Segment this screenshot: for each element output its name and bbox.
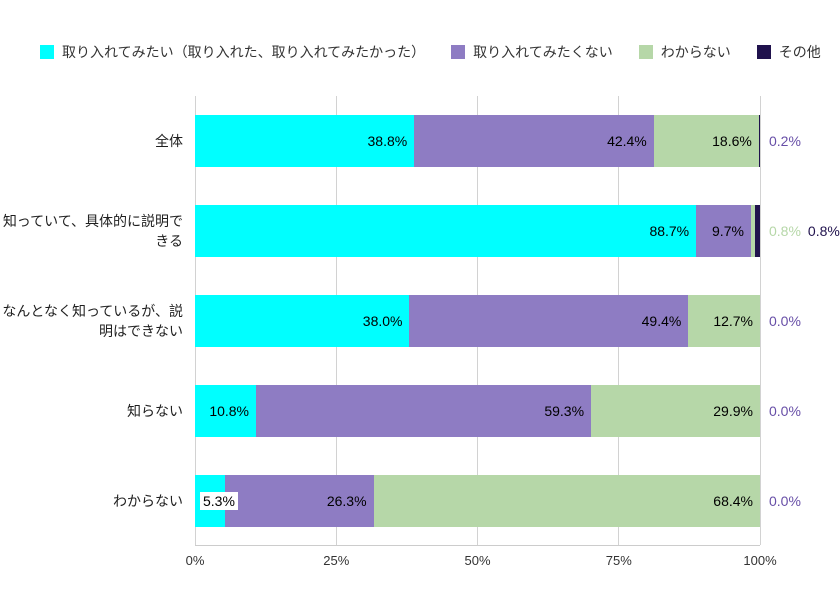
bar-segment (755, 205, 760, 257)
legend-label: その他 (778, 44, 821, 60)
legend-item: その他 (756, 42, 821, 62)
plot-area: 全体 38.8% 42.4% 18.6% 0.2% 知っていて、具体的に説明できる 88.7… (0, 96, 840, 546)
bar-value-label: 9.7% (712, 223, 744, 239)
bar-track: 10.8% 59.3% 29.9% (195, 385, 760, 437)
legend-swatch-icon (638, 45, 653, 59)
bar-value-label: 68.4% (713, 493, 753, 509)
bar-segment (750, 205, 756, 257)
bar-value-label: 38.8% (367, 133, 408, 149)
legend: 取り入れてみたい（取り入れた、取り入れてみたかった） 取り入れてみたくない わからな… (0, 42, 840, 62)
legend-item: わからない (638, 42, 731, 62)
x-tick-label: 0% (185, 553, 205, 568)
bar-value-label: 18.6% (712, 133, 752, 149)
bar-value-label: 10.8% (209, 403, 250, 419)
bar-segment: 18.6% (653, 115, 759, 167)
outside-value-label: 0.0% (769, 403, 801, 419)
bar-segment: 42.4% (414, 115, 654, 167)
outside-value-label: 0.0% (769, 313, 801, 329)
x-tick-label: 25% (323, 553, 350, 568)
category-label: 知っていて、具体的に説明できる (2, 212, 183, 249)
chart-row: 全体 38.8% 42.4% 18.6% 0.2% (0, 96, 840, 186)
outside-value-label: 0.2% (769, 133, 801, 149)
chart-row: 知っていて、具体的に説明できる 88.7% 9.7% 0.8% 0.8% (0, 186, 840, 276)
chart-row: わからない 5.3% 26.3% 68.4% 0.0% (0, 456, 840, 546)
outside-labels: 0.0% (760, 403, 801, 419)
outside-value-label: 0.8% (769, 223, 801, 239)
outside-labels: 0.0% (760, 493, 801, 509)
outside-value-label: 0.8% (807, 223, 840, 239)
bar-track: 38.8% 42.4% 18.6% (195, 115, 760, 167)
bar-segment: 38.0% (195, 295, 410, 347)
bar-value-label: 88.7% (649, 223, 690, 239)
legend-item: 取り入れてみたい（取り入れた、取り入れてみたかった） (40, 42, 425, 62)
category-label: 知らない (127, 402, 183, 419)
x-tick-label: 75% (605, 553, 632, 568)
legend-swatch-icon (40, 45, 54, 59)
bar-track: 5.3% 26.3% 68.4% (195, 475, 760, 527)
bar-value-label: 5.3% (200, 492, 238, 510)
bar-value-label: 29.9% (713, 403, 753, 419)
x-tick-label: 50% (464, 553, 491, 568)
x-tick-label: 100% (743, 553, 777, 568)
x-axis: 0% 25% 50% 75% 100% (186, 553, 777, 573)
bar-segment: 12.7% (688, 295, 761, 347)
bar-segment: 68.4% (373, 475, 760, 527)
bar-segment: 59.3% (256, 385, 592, 437)
bar-segment: 49.4% (409, 295, 689, 347)
legend-label: 取り入れてみたくない (473, 44, 613, 60)
bar-segment: 26.3% (224, 475, 374, 527)
category-label: なんとなく知っているが、説明はできない (2, 302, 183, 339)
legend-swatch-icon (756, 45, 771, 59)
bar-segment (758, 115, 760, 167)
bar-track: 38.0% 49.4% 12.7% (195, 295, 761, 347)
bar-segment: 38.8% (195, 115, 415, 167)
outside-labels: 0.2% (760, 133, 801, 149)
bar-value-label: 42.4% (607, 133, 647, 149)
category-label: 全体 (155, 132, 183, 149)
chart-row: 知らない 10.8% 59.3% 29.9% 0.0% (0, 366, 840, 456)
bar-rows: 全体 38.8% 42.4% 18.6% 0.2% 知っていて、具体的に説明できる 88.7… (0, 96, 840, 546)
bar-segment: 9.7% (696, 205, 751, 257)
bar-segment: 10.8% (195, 385, 257, 437)
bar-segment: 5.3% (195, 475, 238, 527)
outside-value-label: 0.0% (769, 493, 801, 509)
bar-value-label: 49.4% (641, 313, 682, 329)
bar-segment: 29.9% (591, 385, 760, 437)
bar-value-label: 26.3% (326, 493, 367, 509)
bar-value-label: 59.3% (544, 403, 585, 419)
bar-value-label: 12.7% (713, 313, 754, 329)
outside-labels: 0.0% (760, 313, 801, 329)
legend-item: 取り入れてみたくない (451, 42, 613, 62)
legend-label: 取り入れてみたい（取り入れた、取り入れてみたかった） (62, 44, 426, 60)
category-label: わからない (113, 492, 183, 509)
legend-label: わからない (660, 44, 731, 60)
legend-swatch-icon (451, 45, 466, 59)
bar-segment: 88.7% (195, 205, 697, 257)
bar-value-label: 38.0% (362, 313, 403, 329)
chart-row: なんとなく知っているが、説明はできない 38.0% 49.4% 12.7% 0.0% (0, 276, 840, 366)
bar-track: 88.7% 9.7% (195, 205, 760, 257)
outside-labels: 0.8% 0.8% (760, 223, 840, 239)
